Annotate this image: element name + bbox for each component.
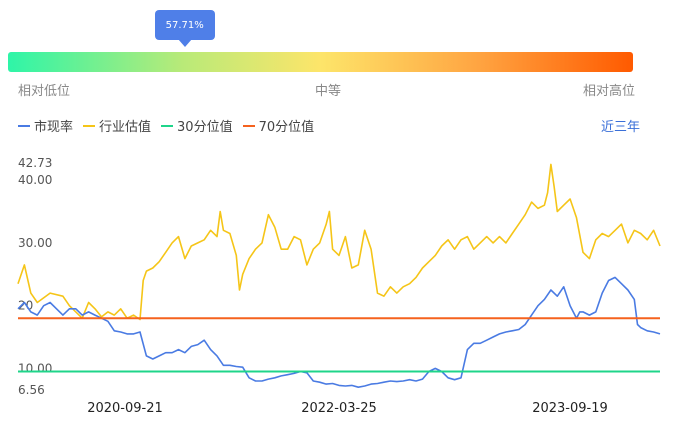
legend-label: 30分位值 [177, 120, 233, 135]
legend-label: 行业估值 [99, 120, 152, 135]
x-tick-label: 2023-09-19 [532, 401, 608, 416]
x-tick-label: 2020-09-21 [87, 401, 163, 416]
x-tick-label: 2022-03-25 [301, 401, 377, 416]
gauge-value-marker: 57.71% [154, 10, 215, 47]
y-tick-label: 40.00 [18, 173, 52, 187]
legend-label: 市现率 [34, 120, 74, 135]
chart-legend: 市现率 行业估值 30分位值 70分位值 [18, 116, 314, 135]
legend-swatch [161, 124, 174, 127]
gauge-value-label: 57.71% [165, 19, 204, 31]
legend-swatch [18, 124, 30, 127]
legend-swatch [242, 124, 255, 127]
gauge-high-label: 相对高位 [583, 84, 636, 99]
y-tick-label: 42.73 [18, 156, 52, 170]
legend-swatch [83, 124, 96, 127]
legend-item-industry[interactable]: 行业估值 [83, 116, 151, 135]
percentile-gauge: 57.71% 相对低位 中等 相对高位 [0, 0, 686, 100]
legend-item-p30[interactable]: 30分位值 [161, 116, 233, 135]
series-line-industry [17, 163, 661, 321]
gauge-gradient-bar [8, 52, 633, 72]
series-line-pcf [17, 276, 661, 388]
y-tick-label: 6.56 [18, 383, 45, 397]
gauge-low-label: 相对低位 [18, 84, 71, 99]
legend-item-pcf[interactable]: 市现率 [18, 116, 73, 135]
y-tick-label: 30.00 [18, 236, 52, 250]
range-selector-three-years[interactable]: 近三年 [600, 120, 640, 135]
y-tick-label: 10.00 [18, 361, 52, 375]
legend-item-p70[interactable]: 70分位值 [242, 116, 315, 135]
gauge-mid-label: 中等 [315, 84, 342, 99]
legend-label: 70分位值 [258, 120, 315, 135]
